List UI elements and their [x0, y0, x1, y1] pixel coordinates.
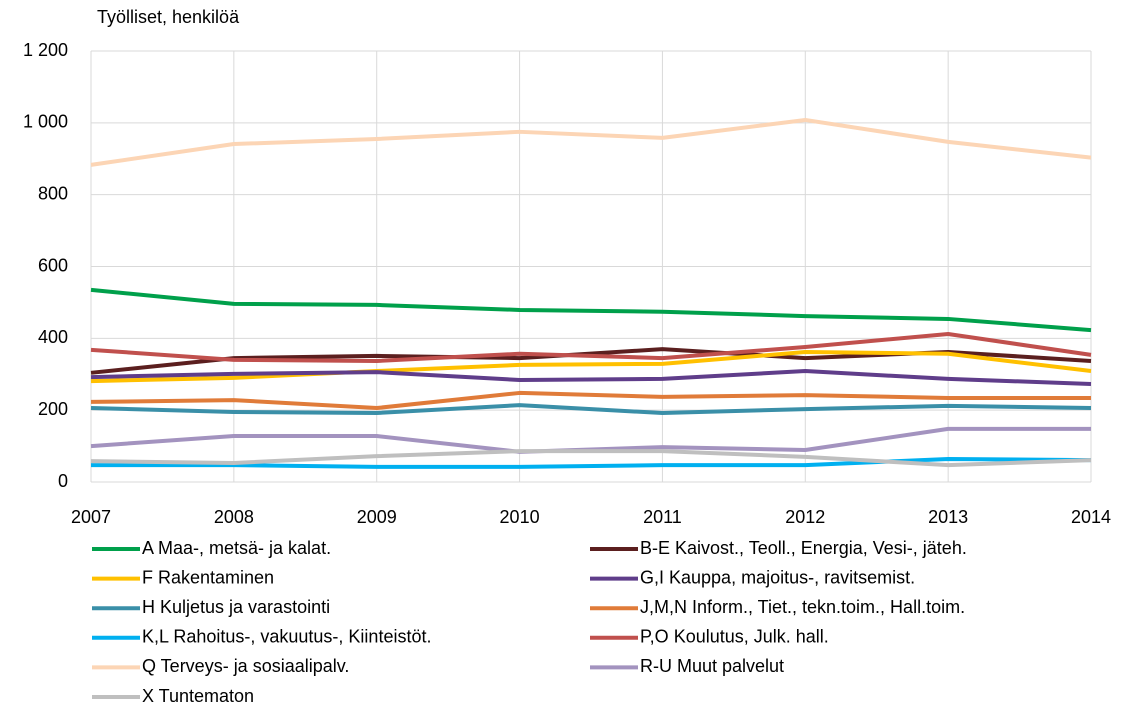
series-line [90, 369, 1092, 386]
legend-label: X Tuntematon [142, 686, 254, 706]
x-tick-label: 2012 [785, 507, 825, 527]
y-tick-label: 0 [58, 471, 68, 491]
legend-label: J,M,N Inform., Tiet., tekn.toim., Hall.t… [640, 597, 965, 617]
y-tick-label: 1 200 [23, 40, 68, 60]
legend-label: H Kuljetus ja varastointi [142, 597, 330, 617]
legend-label: Q Terveys- ja sosiaalipalv. [142, 656, 349, 676]
y-tick-label: 800 [38, 183, 68, 203]
series-line [90, 403, 1092, 416]
y-tick-label: 600 [38, 255, 68, 275]
legend-label: R-U Muut palvelut [640, 656, 784, 676]
series-line [90, 117, 1092, 167]
x-tick-label: 2007 [71, 507, 111, 527]
y-tick-label: 1 000 [23, 112, 68, 132]
legend-label: P,O Koulutus, Julk. hall. [640, 627, 829, 647]
x-tick-label: 2009 [357, 507, 397, 527]
series-line [90, 426, 1091, 454]
legend-label: K,L Rahoitus-, vakuutus-, Kiinteistöt. [142, 627, 431, 647]
y-tick-label: 200 [38, 399, 68, 419]
x-tick-label: 2013 [928, 507, 968, 527]
x-tick-label: 2011 [643, 507, 682, 527]
legend-label: F Rakentaminen [142, 567, 274, 587]
series-line [90, 332, 1092, 363]
legend-label: G,I Kauppa, majoitus-, ravitsemist. [640, 567, 915, 587]
x-tick-label: 2014 [1071, 507, 1111, 527]
y-axis-label: Työlliset, henkilöä [97, 7, 240, 27]
series-line [91, 457, 1092, 469]
legend-label: A Maa-, metsä- ja kalat. [142, 538, 331, 558]
series-line [90, 287, 1092, 333]
series-line [90, 449, 1092, 468]
legend-label: B-E Kaivost., Teoll., Energia, Vesi-, jä… [640, 538, 967, 558]
x-tick-label: 2010 [500, 507, 540, 527]
series-line [90, 390, 1091, 411]
y-tick-label: 400 [38, 327, 68, 347]
x-tick-label: 2008 [214, 507, 254, 527]
series-line [90, 349, 1092, 384]
